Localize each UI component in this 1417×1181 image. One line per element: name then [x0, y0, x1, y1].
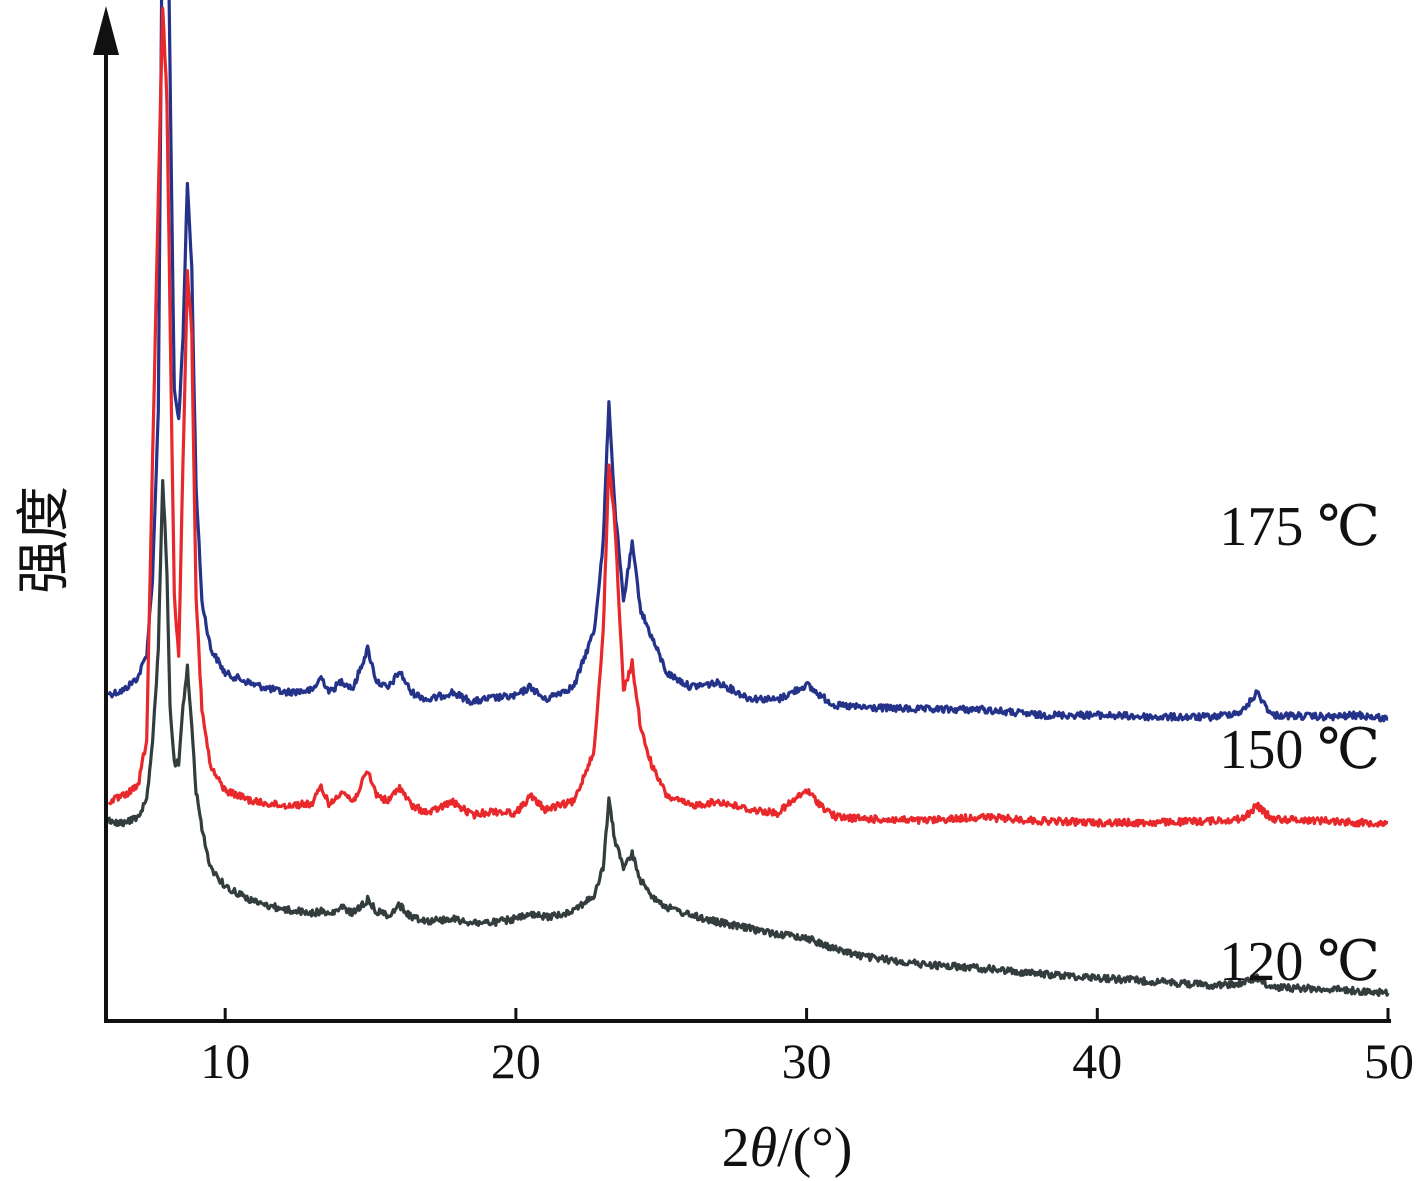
x-tick-label-10: 10 — [200, 1033, 250, 1089]
x-axis-title: 2θ/(°) — [722, 1117, 853, 1179]
y-axis-arrow — [93, 6, 119, 55]
series-label-150: 150 ℃ — [1219, 719, 1380, 781]
x-tick-label-50: 50 — [1364, 1033, 1414, 1089]
y-axis-title: 强度 — [12, 486, 75, 594]
x-ticks: 10 20 30 40 50 — [200, 1008, 1414, 1089]
series-labels: 175 ℃ 150 ℃ 120 ℃ — [1219, 496, 1380, 993]
series-label-175: 175 ℃ — [1219, 496, 1380, 558]
series-group — [107, 0, 1390, 997]
x-tick-label-20: 20 — [491, 1033, 541, 1089]
series-label-120: 120 ℃ — [1219, 931, 1380, 993]
series-line-120 — [107, 479, 1390, 997]
x-tick-label-40: 40 — [1072, 1033, 1122, 1089]
series-line-175 — [107, 0, 1389, 723]
x-tick-label-30: 30 — [782, 1033, 832, 1089]
axes — [93, 6, 1391, 1023]
series-line-150 — [107, 6, 1389, 828]
